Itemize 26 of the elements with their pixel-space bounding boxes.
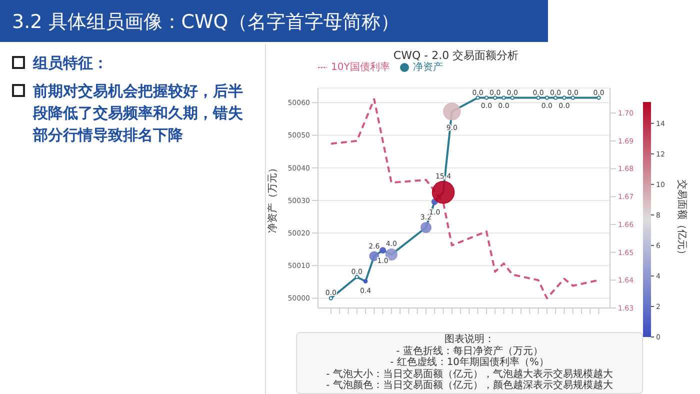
point: [536, 96, 540, 100]
text: 前期对交易机会把握较好，后半段降低了交易频率和久期，错失部分行情导致排名下降: [33, 81, 244, 146]
point: [544, 96, 550, 100]
text: 组员特征：: [33, 53, 108, 74]
text: - 气泡颜色：当日交易面额（亿元），颜色越深表示交易规模越大: [325, 380, 614, 392]
point: [328, 296, 334, 300]
text: 图表说明：: [444, 334, 496, 346]
point: [570, 96, 575, 100]
point: [510, 96, 514, 100]
text: - 红色虚线：10年期国债利率（%）: [389, 357, 550, 368]
point: [562, 96, 566, 100]
point: [493, 96, 498, 100]
point: [553, 96, 558, 100]
legend-label: 净资产: [412, 62, 443, 73]
y-axis-title: 净资产（万元）: [266, 163, 279, 233]
point: [476, 96, 480, 100]
point: [596, 96, 601, 100]
color-bar-title: 交易面额（亿元）: [676, 180, 688, 260]
legend-label: 10Y国债利率: [331, 62, 390, 73]
chart-subtitle: CWQ - 2.0 交易面额分析: [392, 48, 520, 62]
point: [484, 96, 489, 100]
point: [354, 274, 359, 280]
chart-title: 3.2 具体组员画像：CWQ（名字首字母简称）: [12, 10, 400, 35]
text: - 蓝色折线：每日净资产（万元）: [395, 346, 544, 356]
point: [502, 96, 506, 100]
text: - 气泡大小：当日交易面额（亿元），气泡越大表示交易规模越大: [325, 368, 614, 380]
